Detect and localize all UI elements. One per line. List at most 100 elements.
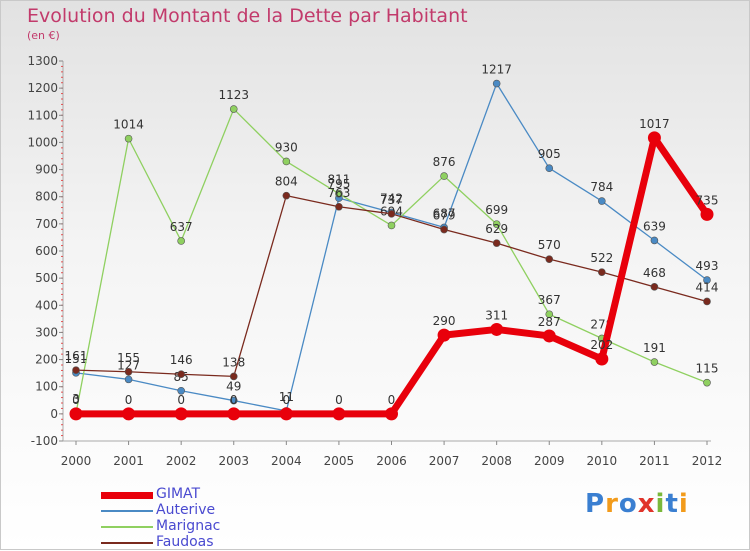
data-point: [69, 407, 83, 421]
y-tick-label: 0: [50, 407, 58, 421]
data-label: 679: [433, 209, 456, 223]
data-point: [122, 407, 136, 421]
data-point: [650, 236, 659, 245]
data-label: 468: [643, 266, 666, 280]
x-tick-label: 2005: [324, 454, 355, 468]
data-point: [174, 407, 188, 421]
x-tick-label: 2011: [639, 454, 670, 468]
data-point: [282, 157, 291, 166]
x-tick-label: 2001: [113, 454, 144, 468]
y-tick-label: 1300: [27, 54, 58, 68]
series-auterive: 1511278549117957426871217905784639493: [65, 63, 719, 415]
data-point: [703, 297, 711, 306]
logo-letter: i: [678, 489, 689, 519]
data-point: [440, 225, 448, 234]
data-point: [335, 202, 343, 211]
data-point: [124, 367, 133, 376]
x-tick-label: 2000: [61, 454, 92, 468]
data-point: [647, 131, 661, 145]
data-label: 367: [538, 293, 561, 307]
legend-swatch: [101, 542, 153, 544]
data-point: [177, 386, 185, 395]
data-point: [542, 329, 556, 343]
series-faudoas: 161 155 146 138 804 763 737 679 629 570 522 468 414: [65, 175, 719, 381]
x-tick-label: 2010: [587, 454, 618, 468]
legend-swatch: [101, 510, 153, 512]
data-point: [124, 375, 133, 384]
y-tick-label: 1100: [27, 108, 58, 122]
data-label: 1014: [113, 118, 144, 132]
y-tick-label: 800: [35, 190, 58, 204]
data-label: 49: [226, 380, 241, 394]
data-label: 905: [538, 147, 561, 161]
data-point: [703, 378, 711, 387]
y-tick-label: 100: [35, 380, 58, 394]
data-label: 737: [380, 193, 403, 207]
data-point: [545, 255, 554, 263]
x-tick-label: 2006: [376, 454, 407, 468]
data-label: 735: [696, 193, 719, 207]
data-point: [229, 105, 238, 113]
data-label: 522: [590, 251, 613, 265]
data-label: 930: [275, 140, 298, 154]
data-label: 161: [65, 349, 88, 363]
x-tick-label: 2012: [692, 454, 723, 468]
data-point: [440, 172, 448, 180]
data-point: [595, 352, 609, 366]
y-tick-label: -100: [31, 434, 58, 448]
data-label: 138: [222, 355, 245, 369]
x-tick-label: 2007: [429, 454, 460, 468]
series-marignac: 310146371123930811694876699367278191115: [72, 88, 718, 417]
x-tick-label: 2002: [166, 454, 197, 468]
legend-label: Marignac: [156, 518, 221, 534]
data-point: [492, 239, 501, 247]
data-label: 414: [696, 280, 719, 294]
data-label: 493: [696, 259, 719, 273]
data-point: [387, 210, 396, 218]
data-label: 637: [170, 220, 193, 234]
y-tick-label: 500: [35, 271, 58, 285]
data-label: 699: [485, 203, 508, 217]
data-label: 1123: [218, 88, 249, 102]
data-label: 687: [433, 206, 456, 220]
legend-label: Auterive: [156, 502, 216, 518]
data-point: [72, 366, 80, 374]
data-label: 763: [327, 186, 350, 200]
logo-letter: o: [618, 489, 638, 519]
legend-label: Faudoas: [156, 534, 214, 550]
data-point: [703, 276, 711, 284]
data-point: [385, 407, 398, 421]
data-point: [700, 207, 714, 221]
data-label: 11: [279, 390, 294, 404]
data-label: 0: [230, 393, 238, 407]
data-label: 0: [335, 393, 343, 407]
data-label: 115: [696, 362, 719, 376]
data-point: [229, 372, 238, 381]
x-tick-label: 2004: [271, 454, 302, 468]
data-point: [492, 79, 501, 88]
data-label: 202: [590, 338, 613, 352]
data-point: [124, 134, 133, 143]
data-point: [492, 220, 501, 228]
data-label: 570: [538, 238, 561, 252]
x-tick-label: 2003: [218, 454, 249, 468]
x-tick-label: 2008: [481, 454, 512, 468]
data-label: 0: [283, 393, 291, 407]
data-label: 876: [433, 155, 456, 169]
y-tick-label: 400: [35, 298, 58, 312]
data-label: 0: [72, 393, 80, 407]
y-tick-label: 300: [35, 325, 58, 339]
data-label: 1217: [481, 63, 512, 77]
chart-subtitle: (en €): [27, 29, 60, 42]
data-point: [332, 407, 346, 421]
data-label: 639: [643, 219, 666, 233]
y-tick-label: 900: [35, 163, 58, 177]
legend-swatch: [101, 526, 153, 528]
logo-letter: i: [655, 489, 666, 519]
chart-title: Evolution du Montant de la Dette par Hab…: [27, 5, 468, 27]
y-tick-label: 700: [35, 217, 58, 231]
data-point: [650, 358, 659, 366]
